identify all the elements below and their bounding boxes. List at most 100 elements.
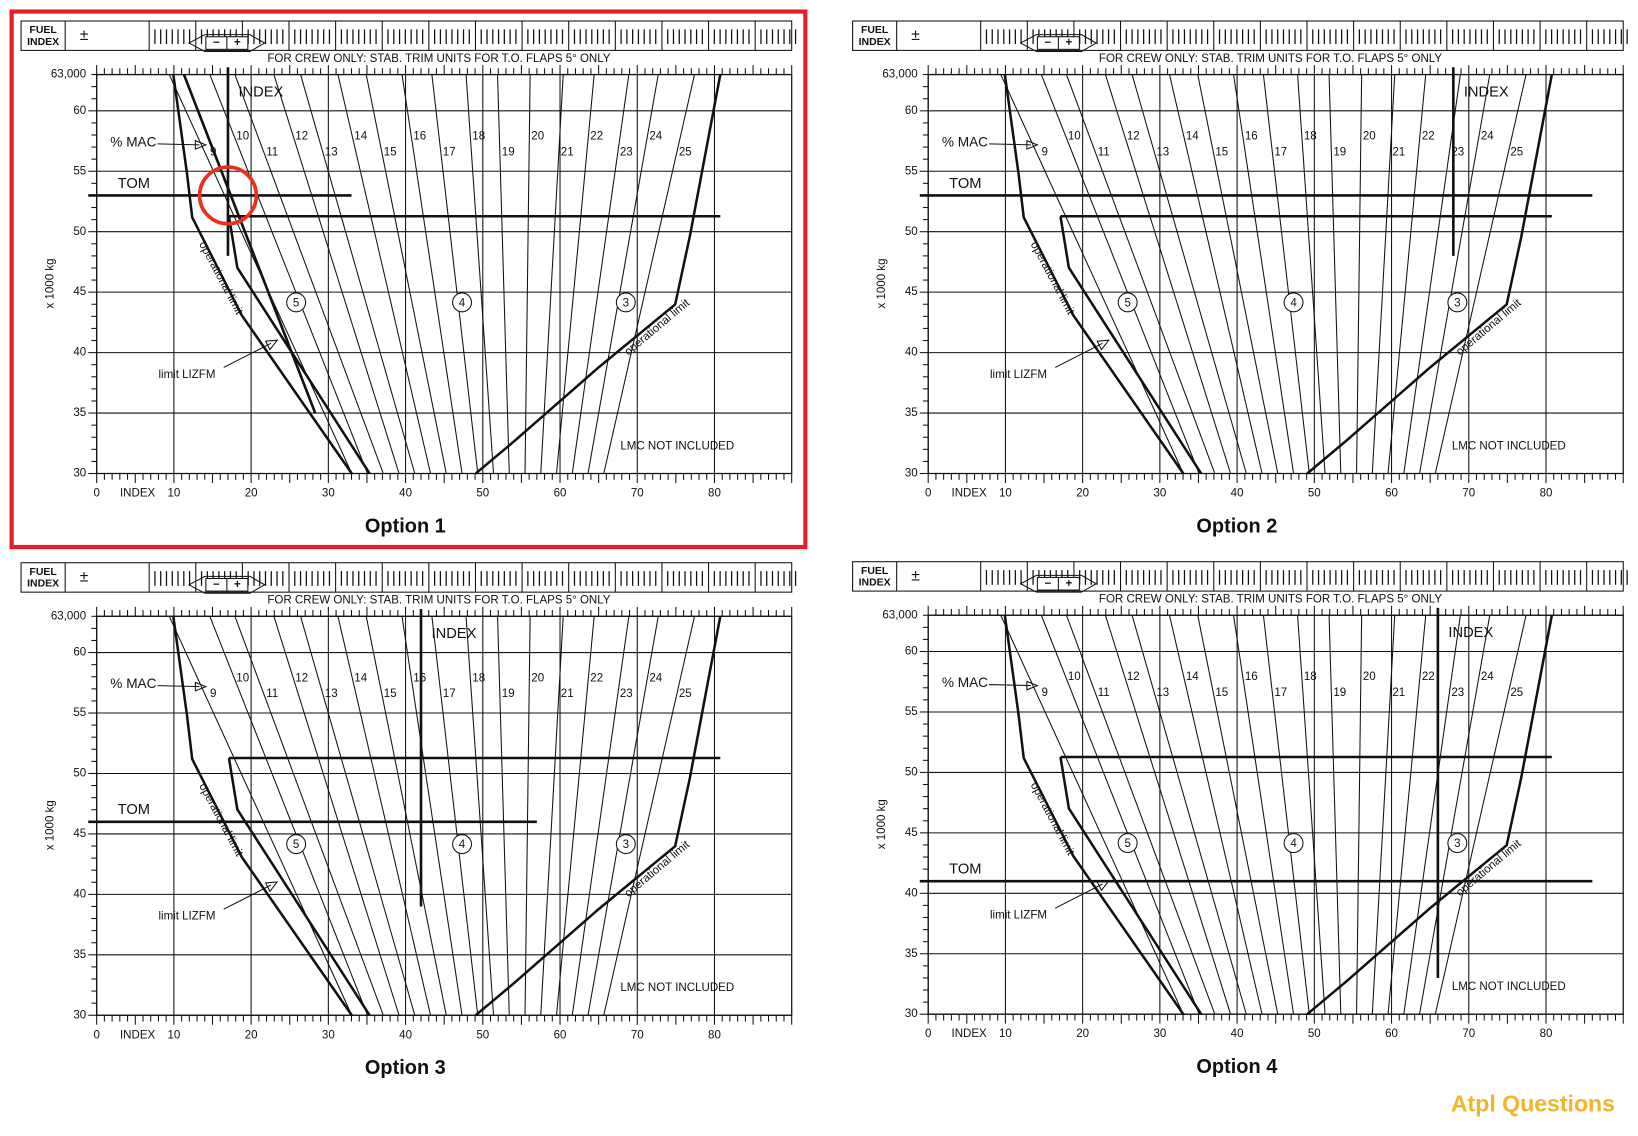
arrow-head [1026,680,1039,691]
mac-line [1356,615,1363,1015]
zone-circle [286,834,307,855]
y-axis-label: x 1000 kg [876,258,888,308]
y-tick-label: 50 [73,226,86,238]
mac-line [524,74,531,474]
trim-sign: − [213,579,220,591]
mac-label: 14 [354,672,367,684]
y-tick-label: 40 [73,347,86,359]
fuel-index-label: INDEX [27,37,59,48]
mac-label: 20 [1363,671,1376,683]
mac-line [556,74,595,474]
fuel-index-label: FUEL [861,566,889,577]
mac-line [1387,615,1427,1015]
mac-line [337,74,432,474]
mac-line [1403,615,1461,1015]
x-tick-label: 50 [476,1029,489,1041]
mac-line [1040,615,1200,1015]
x-tick-label: 80 [708,1029,721,1041]
mac-label: 22 [590,672,603,684]
mac-line [1328,74,1342,474]
x-tick-label: 80 [1540,488,1553,500]
mac-line [401,74,463,474]
mac-line [465,616,495,1016]
arrow-head [1096,339,1110,351]
mac-label: 20 [531,672,544,684]
trim-sign: + [1066,37,1073,49]
zone-circle [1117,292,1138,313]
mac-line [1419,615,1491,1015]
mac-label: 21 [1392,146,1405,158]
x-tick-label: 0 [925,1028,931,1040]
mac-label: 24 [649,672,662,684]
x-tick-label: 20 [1076,488,1089,500]
mac-label: 21 [561,146,574,158]
x-tick-label: 20 [1076,1028,1089,1040]
y-tick-label: 60 [73,647,86,659]
x-tick-label: 50 [1308,1028,1321,1040]
mac-arrow [989,684,1032,687]
annotation: LMC NOT INCLUDED [1452,440,1566,452]
mac-line [1065,74,1216,474]
mac-label: 10 [1068,131,1081,143]
mac-title: % MAC [110,134,156,149]
x-tick-label: 40 [1231,1028,1244,1040]
mac-label: 25 [1510,687,1523,699]
arrow-head [1026,139,1039,150]
mac-label: 9 [1042,687,1048,699]
mac-label: 17 [1274,146,1287,158]
x-tick-label: 10 [999,488,1012,500]
mac-line [1434,615,1527,1015]
y-tick-label: 50 [73,768,86,780]
y-tick-label: 30 [905,468,918,480]
chart-title: Option 1 [365,515,446,537]
x-tick-label: 40 [399,488,412,500]
mac-title: % MAC [942,675,988,690]
mac-label: 13 [1156,146,1169,158]
y-tick-label: 55 [73,165,86,177]
fuel-index-label: FUEL [29,25,57,36]
trim-sign: + [234,37,241,49]
x-tick-label: 70 [631,488,644,500]
mac-label: 14 [1186,671,1199,683]
zone-label: 4 [1290,838,1297,850]
mac-label: 16 [413,131,426,143]
mac-label: 18 [1304,131,1317,143]
y-tick-label: 35 [73,407,86,419]
mac-line [1168,74,1263,474]
mac-title: % MAC [110,676,156,691]
mac-line [1356,74,1363,474]
x-tick-label: 80 [708,488,721,500]
x-tick-label: 30 [322,1029,335,1041]
y-axis-label: x 1000 kg [45,800,57,850]
tom-label: TOM [118,176,150,192]
mac-line [1000,74,1184,474]
mac-line [571,616,630,1016]
mac-label: 20 [531,131,544,143]
mac-line [1168,615,1263,1015]
mac-line [1371,615,1396,1015]
mac-label: 13 [1156,687,1169,699]
fuel-sign: ± [80,569,89,586]
y-tick-label: 45 [905,827,918,839]
arrow-head [264,339,279,351]
trim-sign: − [213,37,220,49]
arrow-head [194,681,208,692]
mac-label: 22 [1422,131,1435,143]
mac-label: 19 [502,146,515,158]
zone-label: 5 [293,839,299,851]
x-tick-label: 40 [399,1029,412,1041]
mac-label: 24 [1481,671,1494,683]
y-axis-label: x 1000 kg [876,799,888,849]
mac-label: 22 [590,131,603,143]
mac-line [431,616,479,1016]
mac-label: 13 [325,688,338,700]
zone-circle [452,292,473,313]
mac-label: 10 [236,672,249,684]
y-axis-label: x 1000 kg [45,258,57,308]
trim-sign: + [234,579,241,591]
mac-line [1233,615,1295,1015]
